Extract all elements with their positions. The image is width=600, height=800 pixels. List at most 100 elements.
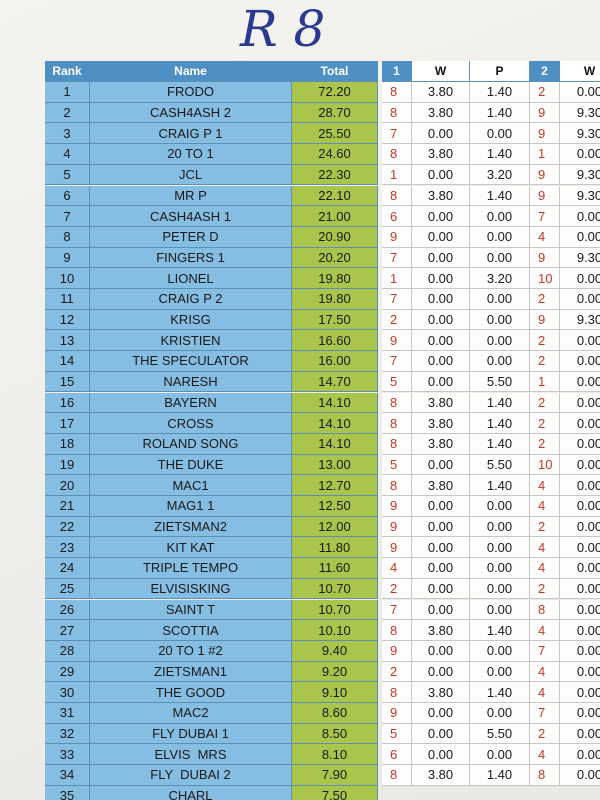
race2-win: 0.00 (560, 516, 600, 538)
race1-pick: 7 (382, 351, 412, 372)
race2-win: 0.00 (560, 413, 600, 434)
name: CROSS (90, 413, 292, 434)
race2-pick: 10 (530, 454, 560, 476)
race1-win: 3.80 (412, 475, 470, 496)
race1-win: 0.00 (412, 537, 470, 559)
total: 9.10 (292, 682, 378, 703)
race1-win: 0.00 (412, 309, 470, 331)
race2-win: 0.00 (560, 558, 600, 579)
race1-win: 0.00 (412, 578, 470, 600)
race1-pick: 2 (382, 309, 412, 331)
race1-place: 0.00 (470, 599, 530, 621)
race1-place: 0.00 (470, 516, 530, 538)
race2-win: 0.00 (560, 371, 600, 393)
race1-place: 0.00 (470, 226, 530, 248)
rank: 33 (45, 744, 90, 766)
race2-win: 0.00 (560, 640, 600, 662)
rank: 30 (45, 682, 90, 703)
name: CRAIG P 1 (90, 123, 292, 145)
total: 11.80 (292, 537, 378, 559)
race1-pick: 9 (382, 703, 412, 724)
race1-place: 0.00 (470, 247, 530, 269)
name: ELVISISKING (90, 578, 292, 600)
race1-pick: 1 (382, 61, 412, 82)
race2-pick: 7 (530, 703, 560, 724)
race1-place: 1.40 (470, 82, 530, 103)
race1-place: 0.00 (470, 330, 530, 352)
race1-place: 0.00 (470, 123, 530, 145)
race1-pick: 9 (382, 226, 412, 248)
name: JCL (90, 164, 292, 186)
race1-place: 0.00 (470, 703, 530, 724)
race1-win: 0.00 (412, 206, 470, 227)
total: 8.60 (292, 703, 378, 724)
race1-pick: 8 (382, 82, 412, 103)
total: 9.40 (292, 640, 378, 662)
race2-pick: 4 (530, 558, 560, 579)
race1-win: 3.80 (412, 682, 470, 703)
rank: 6 (45, 185, 90, 207)
race2-pick: 4 (530, 682, 560, 703)
race2-win: W (560, 61, 600, 82)
name: MAC2 (90, 703, 292, 724)
rank: 8 (45, 226, 90, 248)
name: MAC1 (90, 475, 292, 496)
total: 9.20 (292, 661, 378, 683)
total: 16.00 (292, 351, 378, 372)
race1-win: 0.00 (412, 371, 470, 393)
name: ROLAND SONG (90, 433, 292, 455)
total: 10.70 (292, 578, 378, 600)
race2-win: 0.00 (560, 578, 600, 600)
race1-place: 1.40 (470, 144, 530, 165)
race2-win: 0.00 (560, 144, 600, 165)
race2-pick: 9 (530, 185, 560, 207)
race2-win: 0.00 (560, 475, 600, 496)
name: THE GOOD (90, 682, 292, 703)
race1-place: 0.00 (470, 661, 530, 683)
rank: 34 (45, 765, 90, 786)
rank: 12 (45, 309, 90, 331)
name: KRISTIEN (90, 330, 292, 352)
race1-win: 0.00 (412, 226, 470, 248)
race2-win: 0.00 (560, 330, 600, 352)
race1-place: 1.40 (470, 102, 530, 124)
race1-place: 0.00 (470, 309, 530, 331)
race1-pick: 5 (382, 723, 412, 745)
total: 7.50 (292, 785, 378, 800)
rank: 15 (45, 371, 90, 393)
race1-pick: 8 (382, 392, 412, 414)
rank: 29 (45, 661, 90, 683)
race1-pick: 9 (382, 496, 412, 517)
race1-place: 5.50 (470, 454, 530, 476)
rank: 18 (45, 433, 90, 455)
race1-pick: 7 (382, 599, 412, 621)
rank: 17 (45, 413, 90, 434)
race2-pick: 10 (530, 268, 560, 289)
race1-pick: 1 (382, 164, 412, 186)
race2-pick: 2 (530, 516, 560, 538)
race1-win: 0.00 (412, 289, 470, 310)
name: KIT KAT (90, 537, 292, 559)
race1-place: 1.40 (470, 682, 530, 703)
name: THE SPECULATOR (90, 351, 292, 372)
name: FRODO (90, 82, 292, 103)
race1-win: 3.80 (412, 144, 470, 165)
race1-win: 3.80 (412, 102, 470, 124)
race2-pick: 2 (530, 330, 560, 352)
total: 14.70 (292, 371, 378, 393)
race1-win: 0.00 (412, 599, 470, 621)
race1-win: 0.00 (412, 640, 470, 662)
race1-win: 0.00 (412, 661, 470, 683)
race2-win: 9.30 (560, 247, 600, 269)
total: 72.20 (292, 82, 378, 103)
race2-pick: 4 (530, 537, 560, 559)
race1-place: 0.00 (470, 496, 530, 517)
race1-pick: 8 (382, 765, 412, 786)
total: Total (292, 61, 378, 82)
race2-pick: 4 (530, 475, 560, 496)
race1-win: 0.00 (412, 723, 470, 745)
name: MR P (90, 185, 292, 207)
total: 21.00 (292, 206, 378, 227)
rank: 1 (45, 82, 90, 103)
race1-pick: 8 (382, 413, 412, 434)
